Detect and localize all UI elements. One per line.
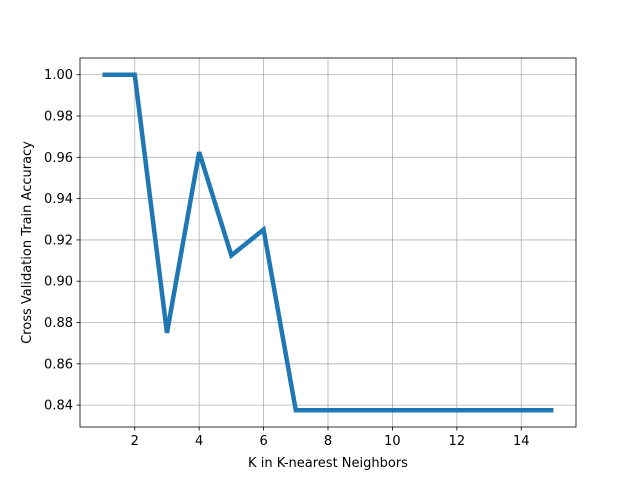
y-tick-label: 0.90 xyxy=(44,275,73,290)
x-axis-label: K in K-nearest Neighbors xyxy=(248,456,408,471)
x-tick-label: 6 xyxy=(259,434,267,449)
y-tick-label: 0.92 xyxy=(44,233,73,248)
y-tick-label: 0.96 xyxy=(44,151,73,166)
x-tick-label: 8 xyxy=(324,434,332,449)
y-tick-label: 0.88 xyxy=(44,316,73,331)
x-axis-ticks: 2 4 6 8 10 12 14 xyxy=(131,427,530,449)
y-tick-label: 1.00 xyxy=(44,68,73,83)
x-tick-label: 10 xyxy=(384,434,401,449)
y-tick-label: 0.84 xyxy=(44,399,73,414)
y-tick-label: 0.86 xyxy=(44,357,73,372)
x-tick-label: 4 xyxy=(195,434,203,449)
series-line-0 xyxy=(102,72,554,413)
x-tick-label: 12 xyxy=(449,434,466,449)
grid xyxy=(80,58,576,427)
series-layer xyxy=(102,72,554,413)
y-axis-ticks: 0.84 0.86 0.88 0.90 0.92 0.94 0.96 0.98 1.00 xyxy=(44,68,80,414)
x-tick-label: 14 xyxy=(513,434,530,449)
y-axis-label: Cross Validation Train Accuracy xyxy=(20,141,35,344)
y-tick-label: 0.98 xyxy=(44,110,73,125)
y-tick-label: 0.94 xyxy=(44,192,73,207)
x-tick-label: 2 xyxy=(131,434,139,449)
